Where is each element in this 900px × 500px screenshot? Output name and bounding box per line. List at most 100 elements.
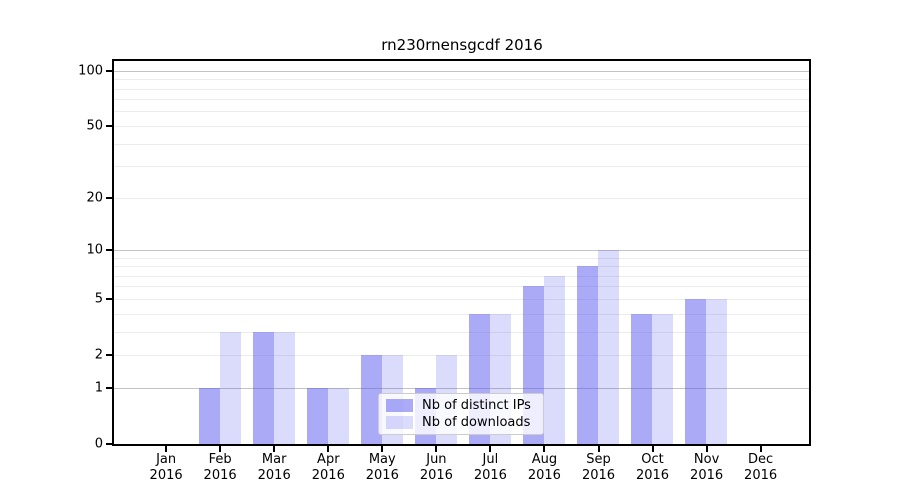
gridline-minor <box>114 143 809 145</box>
bar-distinct-ips-nov-2016 <box>685 298 707 445</box>
x-axis-tick-label: Oct 2016 <box>626 452 680 484</box>
year-label: 2016 <box>581 468 616 483</box>
legend-swatch-downloads <box>386 416 413 430</box>
gridline-major <box>114 387 809 389</box>
y-tick-mark <box>106 69 113 72</box>
x-axis-tick-label: Nov 2016 <box>680 452 734 484</box>
year-label: 2016 <box>419 468 453 483</box>
bar-distinct-ips-apr-2016 <box>306 387 328 445</box>
x-axis-tick-label: Jan 2016 <box>139 452 193 484</box>
y-tick-mark <box>106 248 113 251</box>
x-tick-mark <box>543 446 546 452</box>
x-tick-mark <box>219 446 222 452</box>
x-axis-tick-label: Dec 2016 <box>734 452 788 484</box>
gridline-major <box>114 249 809 251</box>
x-axis-tick-label: Mar 2016 <box>247 452 301 484</box>
gridline-minor <box>114 79 809 81</box>
x-tick-mark <box>273 446 276 452</box>
bar-downloads-feb-2016 <box>219 331 241 445</box>
y-axis-tick-label: 20 <box>86 190 103 206</box>
month-label: Aug <box>531 452 558 467</box>
month-label: Dec <box>748 452 774 467</box>
bar-distinct-ips-oct-2016 <box>631 313 652 445</box>
year-label: 2016 <box>527 468 561 483</box>
chart-title: rn230rnensgcdf 2016 <box>381 36 543 54</box>
x-axis-tick-label: May 2016 <box>355 452 409 484</box>
x-axis-tick-label: Sep 2016 <box>572 452 626 484</box>
bar-distinct-ips-mar-2016 <box>252 331 274 445</box>
x-tick-mark <box>327 446 330 452</box>
year-label: 2016 <box>203 468 237 483</box>
gridline-minor <box>114 99 809 101</box>
x-axis-tick-label: Jun 2016 <box>409 452 463 484</box>
bar-downloads-sep-2016 <box>598 249 619 445</box>
bar-downloads-aug-2016 <box>543 275 565 445</box>
x-axis-tick-label: Aug 2016 <box>517 452 571 484</box>
bar-distinct-ips-sep-2016 <box>577 266 598 445</box>
month-label: Jan <box>156 452 177 467</box>
x-tick-mark <box>165 446 168 452</box>
month-label: May <box>368 452 396 467</box>
y-axis-tick-label: 0 <box>94 436 103 451</box>
bar-distinct-ips-may-2016 <box>360 354 382 445</box>
month-label: Nov <box>693 452 720 467</box>
bar-distinct-ips-feb-2016 <box>198 387 220 445</box>
gridline-minor <box>114 298 809 300</box>
gridline-minor <box>114 166 809 168</box>
year-label: 2016 <box>311 468 345 483</box>
x-tick-mark <box>435 446 438 452</box>
y-tick-mark <box>106 386 113 389</box>
x-axis-tick-label: Jul 2016 <box>463 452 517 484</box>
gridline-major <box>114 70 809 72</box>
y-axis-tick-label: 10 <box>86 242 103 258</box>
x-tick-mark <box>489 446 492 452</box>
month-label: Mar <box>261 452 287 467</box>
y-axis-tick-label: 100 <box>78 63 103 79</box>
y-tick-mark <box>106 353 113 356</box>
bar-downloads-mar-2016 <box>273 331 295 445</box>
gridline-minor <box>114 313 809 315</box>
gridline-minor <box>114 88 809 90</box>
x-axis-tick-label: Apr 2016 <box>301 452 355 484</box>
month-label: Apr <box>317 452 340 467</box>
bar-downloads-oct-2016 <box>652 313 673 445</box>
x-axis-tick-label: Feb 2016 <box>193 452 247 484</box>
legend-swatch-distinct-ips <box>386 398 413 412</box>
y-axis-tick-label: 2 <box>94 347 103 363</box>
legend-item-downloads: Nb of downloads <box>386 414 536 431</box>
x-tick-mark <box>597 446 600 452</box>
year-label: 2016 <box>365 468 399 483</box>
y-axis-tick-label: 1 <box>94 380 103 395</box>
bar-downloads-apr-2016 <box>327 387 349 445</box>
gridline-minor <box>114 286 809 288</box>
year-label: 2016 <box>744 468 778 483</box>
gridline-minor <box>114 266 809 267</box>
y-tick-mark <box>106 442 113 445</box>
x-tick-mark <box>651 446 654 452</box>
month-label: Jun <box>426 452 447 467</box>
month-label: Jul <box>482 452 499 467</box>
y-axis-tick-label: 50 <box>86 118 103 134</box>
y-tick-mark <box>106 297 113 300</box>
y-tick-mark <box>106 196 113 199</box>
year-label: 2016 <box>257 468 291 483</box>
y-tick-mark <box>106 124 113 127</box>
year-label: 2016 <box>473 468 507 483</box>
x-tick-mark <box>705 446 708 452</box>
year-label: 2016 <box>635 468 670 483</box>
year-label: 2016 <box>149 468 183 483</box>
gridline-minor <box>114 257 809 259</box>
month-label: Feb <box>208 452 232 467</box>
gridline-minor <box>114 197 809 199</box>
legend: Nb of distinct IPs Nb of downloads <box>378 393 544 435</box>
gridline-minor <box>114 275 809 277</box>
legend-label-downloads: Nb of downloads <box>422 415 531 431</box>
month-label: Sep <box>586 452 611 467</box>
legend-item-distinct-ips: Nb of distinct IPs <box>386 397 536 414</box>
x-tick-mark <box>759 446 762 452</box>
month-label: Oct <box>641 452 664 467</box>
gridline-minor <box>114 354 809 356</box>
legend-label-distinct-ips: Nb of distinct IPs <box>422 397 531 413</box>
gridline-minor <box>114 125 809 127</box>
